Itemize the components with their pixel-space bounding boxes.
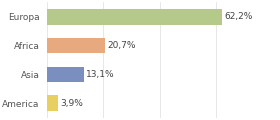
Text: 3,9%: 3,9% [60, 99, 83, 108]
Bar [47, 66, 84, 82]
Bar [47, 9, 222, 24]
Text: 62,2%: 62,2% [225, 12, 253, 21]
Text: 13,1%: 13,1% [86, 70, 115, 79]
Bar [47, 38, 105, 54]
Bar [47, 96, 58, 111]
Text: 20,7%: 20,7% [108, 41, 136, 50]
